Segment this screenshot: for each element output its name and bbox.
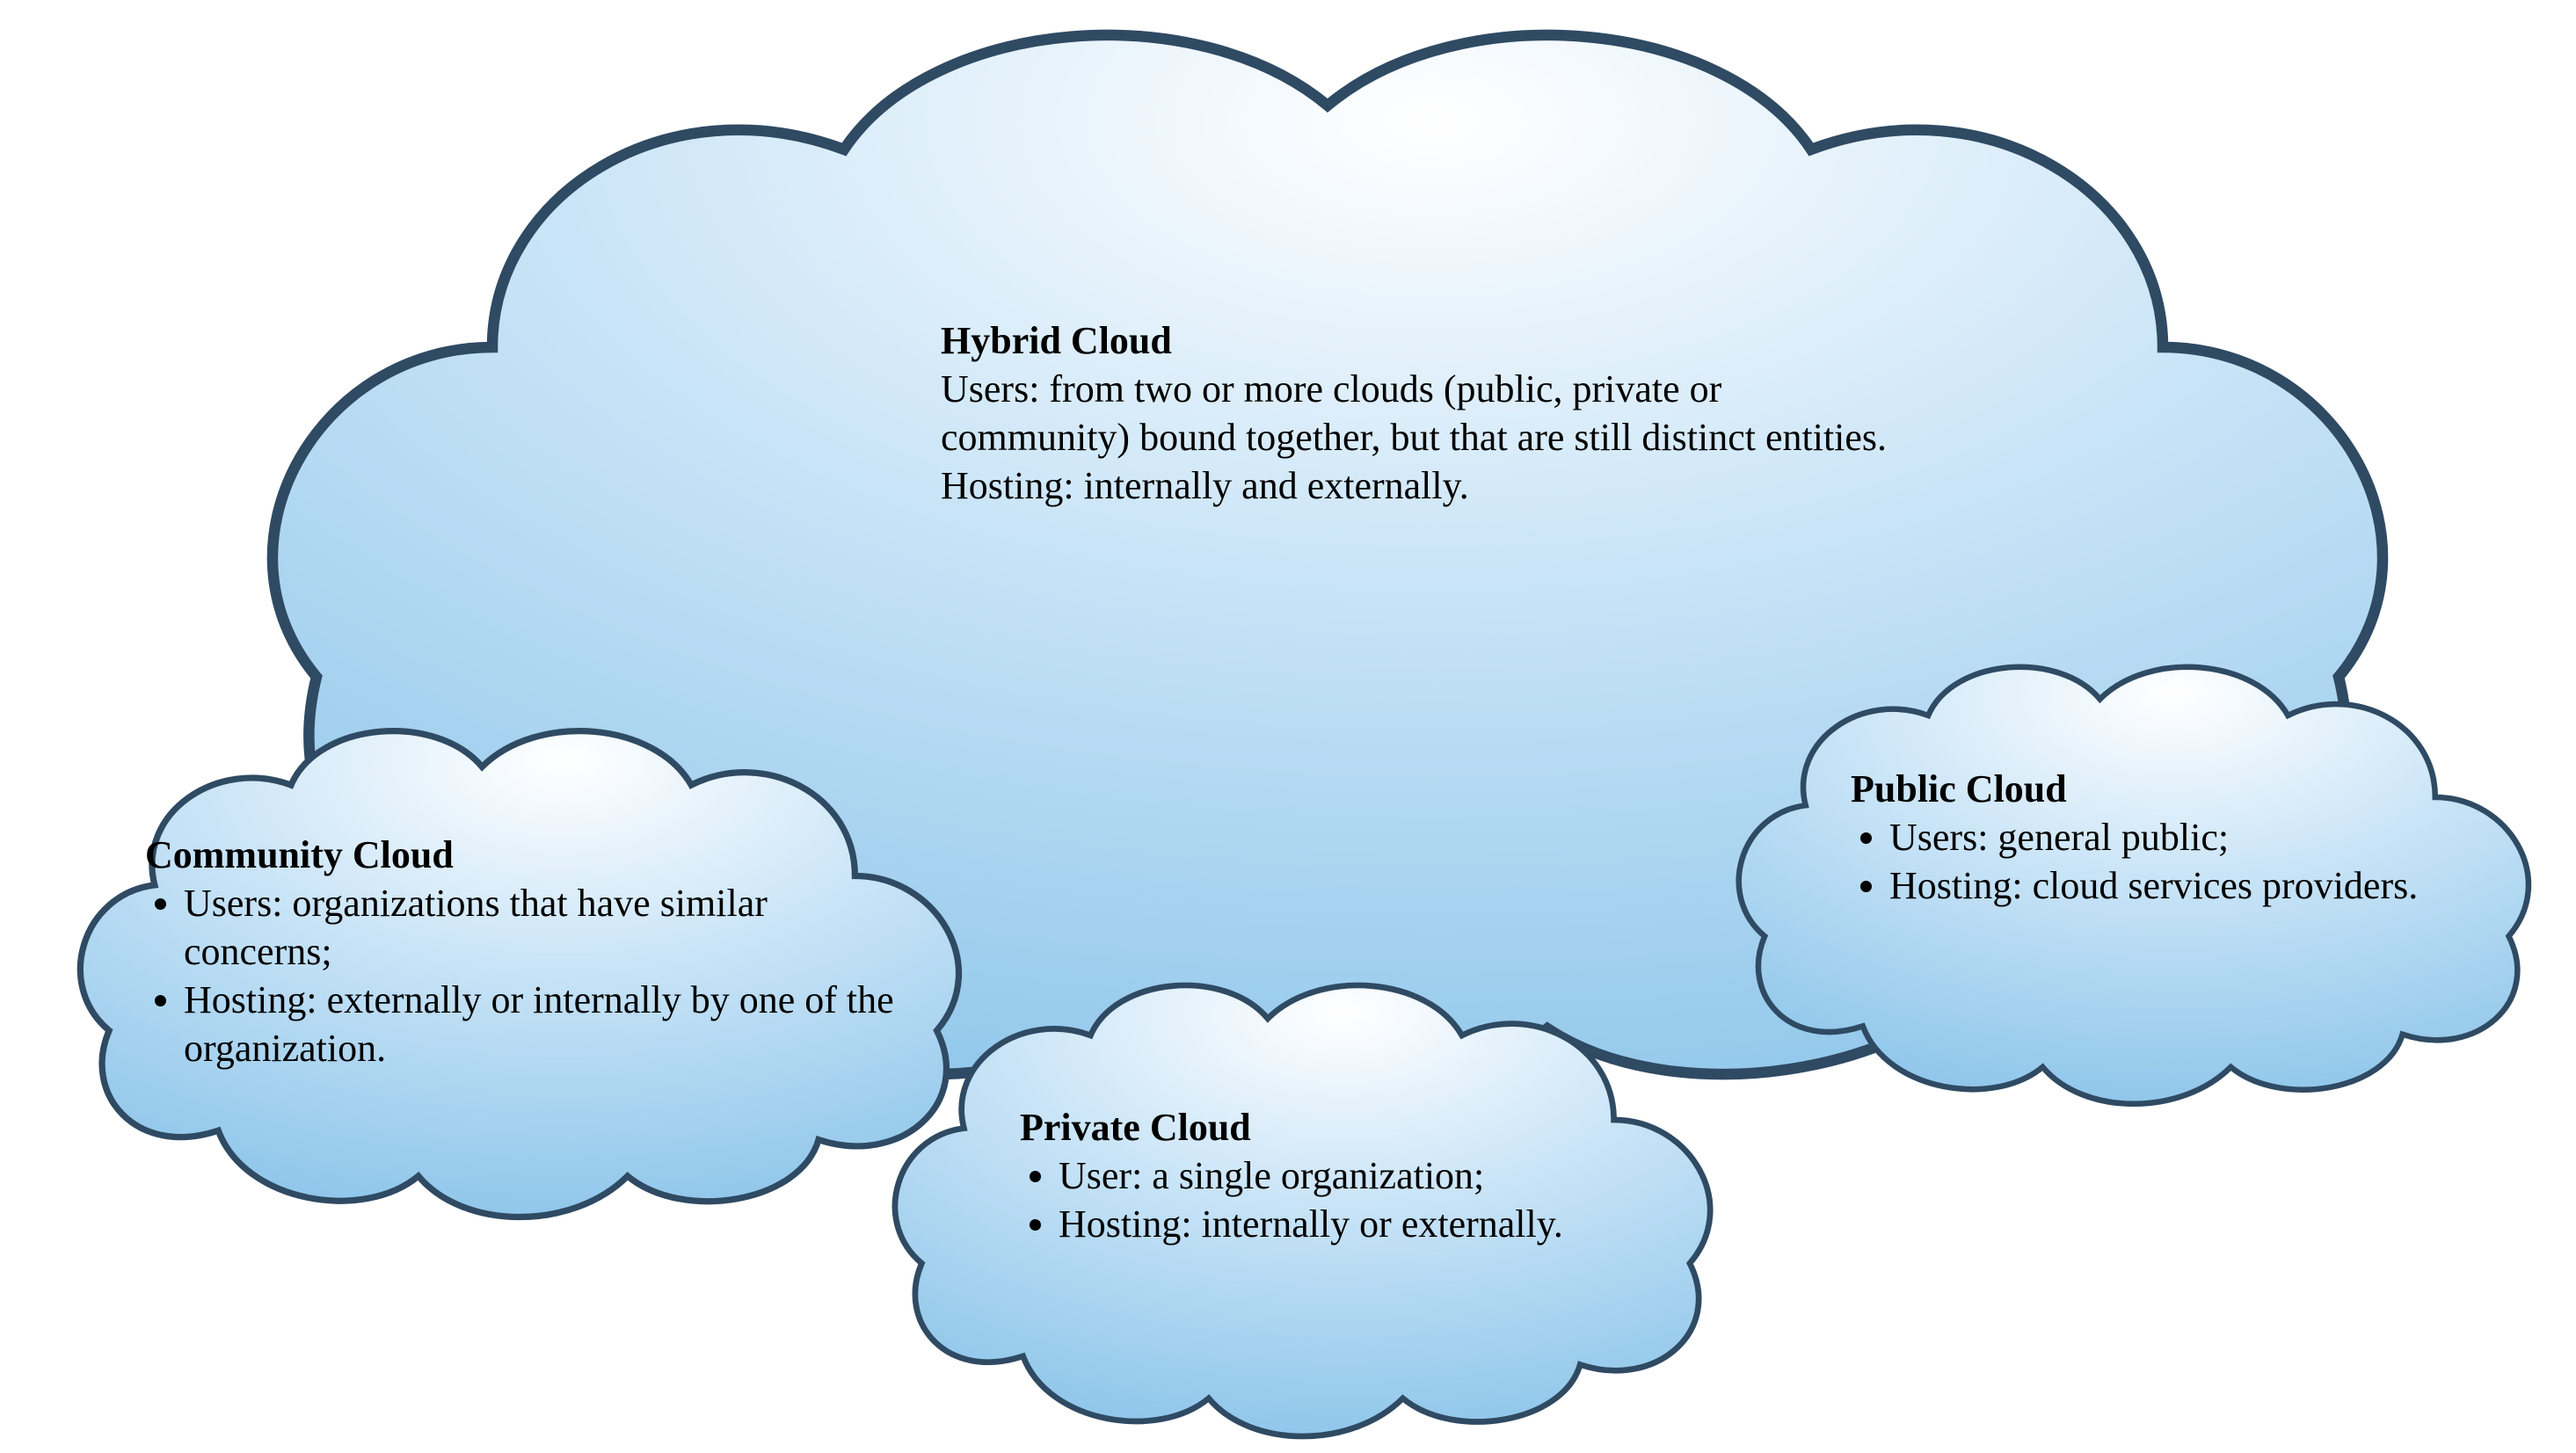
diagram-stage: Hybrid Cloud Users: from two or more clo… (0, 0, 2576, 1453)
title-private: Private Cloud (1020, 1103, 1635, 1152)
label-community: Community Cloud Users: organizations tha… (145, 831, 901, 1072)
label-public: Public Cloud Users: general public; Host… (1851, 765, 2449, 910)
label-private: Private Cloud User: a single organizatio… (1020, 1103, 1635, 1248)
bullet-private-0: User: a single organization; (1059, 1152, 1635, 1200)
bullet-public-1: Hosting: cloud services providers. (1889, 861, 2449, 910)
bullet-community-0: Users: organizations that have similar c… (184, 879, 901, 976)
bullet-public-0: Users: general public; (1889, 813, 2449, 861)
bullet-private-1: Hosting: internally or externally. (1059, 1200, 1635, 1248)
title-hybrid: Hybrid Cloud (941, 316, 1890, 365)
body-hybrid: Users: from two or more clouds (public, … (941, 365, 1890, 510)
label-hybrid: Hybrid Cloud Users: from two or more clo… (941, 316, 1890, 510)
title-public: Public Cloud (1851, 765, 2449, 813)
title-community: Community Cloud (145, 831, 901, 879)
bullet-community-1: Hosting: externally or internally by one… (184, 976, 901, 1072)
